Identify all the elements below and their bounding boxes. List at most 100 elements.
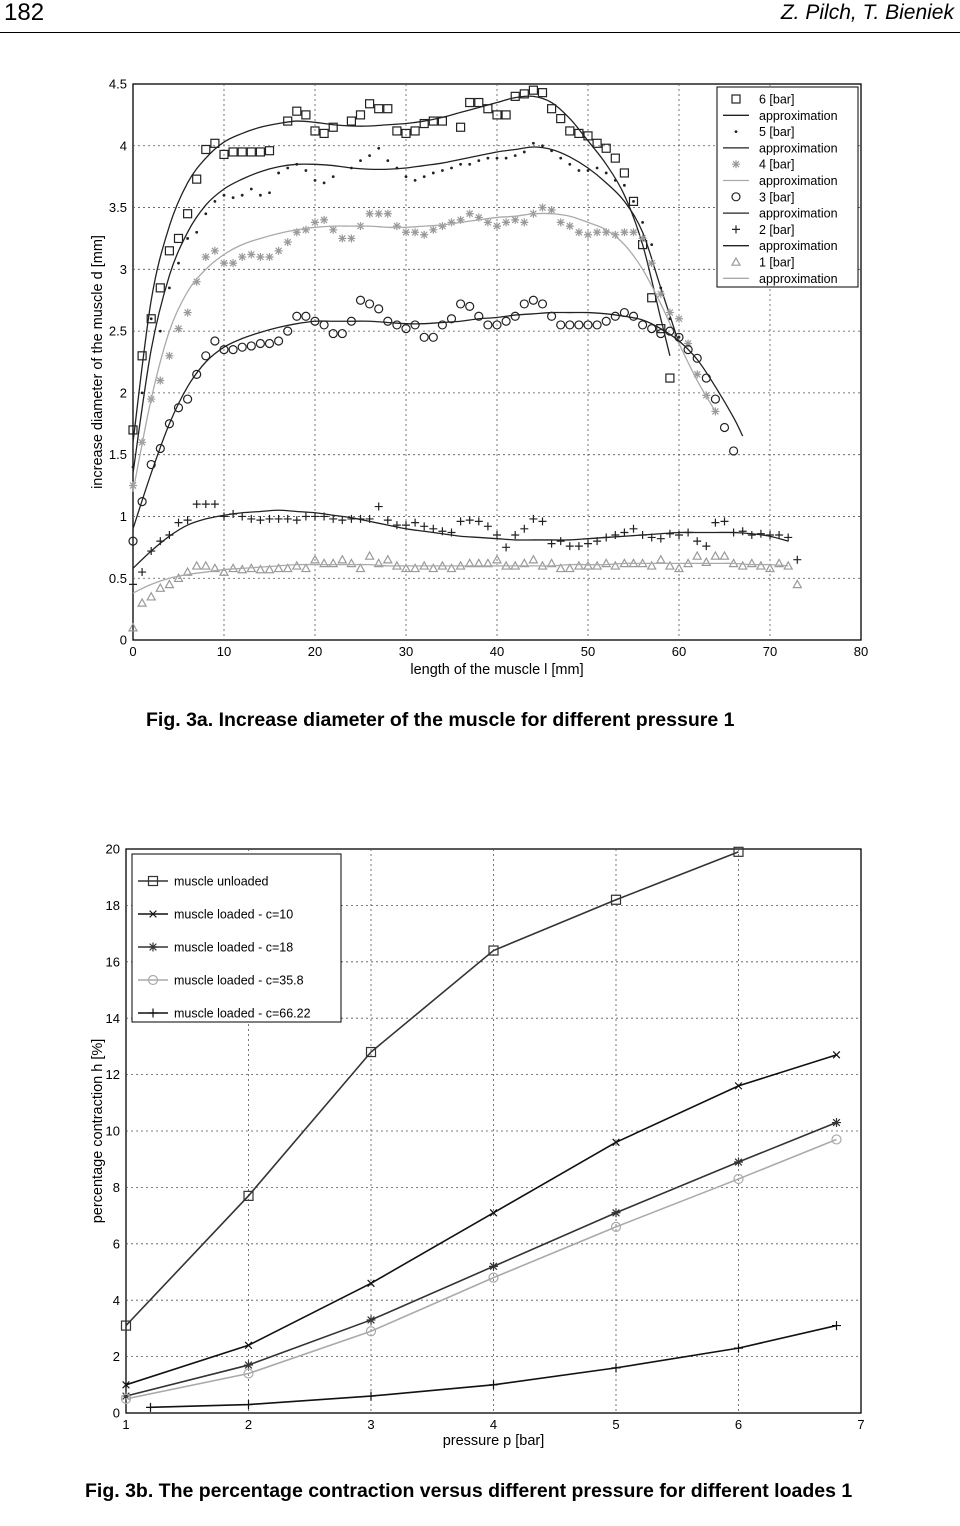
data-point-shape (255, 338, 265, 349)
data-point-shape (441, 169, 444, 172)
data-point (164, 579, 175, 589)
data-point (483, 522, 492, 531)
data-point (428, 563, 439, 573)
data-point-shape (556, 320, 566, 330)
data-point-shape (692, 550, 703, 560)
data-point (155, 443, 165, 454)
data-point-shape (155, 283, 165, 293)
data-point (383, 516, 392, 525)
data-point-shape (647, 259, 656, 268)
y-tick-label: 4 (120, 138, 127, 153)
data-point (483, 320, 493, 330)
x-tick-label: 80 (854, 644, 868, 659)
figure-3b-caption: Fig. 3b. The percentage contraction vers… (85, 1480, 853, 1502)
data-point (538, 517, 547, 526)
data-point (684, 339, 693, 348)
data-point-shape (219, 149, 229, 160)
data-point-shape (265, 514, 274, 523)
data-point (146, 314, 156, 324)
data-point-shape (274, 514, 283, 523)
data-point-shape (541, 144, 544, 148)
data-point (584, 230, 592, 239)
legend-marker-shape (149, 910, 157, 918)
data-point-shape (474, 517, 483, 526)
data-point-shape (411, 518, 420, 527)
data-point (149, 317, 153, 321)
data-point-shape (146, 314, 156, 324)
data-point (292, 516, 301, 525)
data-point-shape (574, 228, 583, 237)
data-point-shape (792, 579, 803, 589)
data-point (764, 563, 776, 573)
data-point (737, 560, 748, 570)
data-point-shape (210, 246, 219, 255)
data-point-shape (832, 1051, 841, 1059)
data-point (701, 556, 712, 566)
data-point-shape (359, 159, 362, 163)
data-point (122, 1381, 130, 1389)
data-point-shape (346, 116, 356, 126)
data-point-shape (310, 126, 320, 136)
data-point (629, 524, 638, 533)
data-point (182, 566, 193, 576)
legend-marker-shape (730, 256, 742, 266)
data-point-shape (734, 1082, 743, 1090)
data-point (120, 1393, 132, 1405)
y-tick-label: 2.5 (109, 324, 127, 339)
data-point-shape (243, 1368, 254, 1379)
figure-3a-chart: 0 10 20 30 40 50 60 70 80 0 0.5 1 1.5 2 2.5 3 3.5 4 4.5 len… (90, 77, 868, 678)
data-point-shape (146, 1402, 155, 1412)
data-point (410, 563, 421, 573)
data-point (373, 558, 384, 568)
legend: muscle unloaded muscle loaded - c=10 muscl… (131, 853, 342, 1023)
data-point (710, 394, 721, 404)
data-point-shape (146, 459, 156, 470)
y-tick-label: 2 (120, 385, 127, 400)
data-point-shape (137, 497, 147, 507)
data-point (673, 563, 685, 573)
data-point (401, 128, 411, 139)
data-point (592, 320, 602, 330)
data-point (464, 558, 475, 568)
data-point (556, 218, 565, 227)
data-point (504, 156, 508, 160)
data-point-shape (486, 156, 490, 160)
data-point (692, 550, 703, 560)
data-point-shape (365, 99, 375, 109)
data-point (173, 572, 184, 583)
data-point (538, 203, 547, 212)
data-point-shape (629, 228, 638, 237)
data-point-shape (755, 560, 766, 570)
data-point (483, 218, 492, 227)
data-point-shape (584, 539, 592, 548)
data-point-shape (183, 516, 192, 525)
data-point (237, 147, 247, 157)
data-point (541, 144, 544, 148)
legend: 6 [bar] approximation 5 [bar] approximation… (716, 86, 859, 288)
y-tick-label: 1.5 (109, 447, 127, 462)
data-point (511, 215, 520, 224)
data-point-shape (488, 1272, 499, 1283)
legend-entry-label: approximation (759, 272, 838, 286)
data-point (584, 539, 592, 548)
x-tick-label: 60 (672, 644, 686, 659)
data-point (546, 104, 557, 114)
data-point-shape (249, 187, 253, 191)
data-point-shape (228, 345, 238, 355)
data-point-shape (547, 206, 556, 215)
data-point (832, 1051, 841, 1059)
data-point-shape (428, 116, 438, 126)
series-line (125, 1138, 837, 1400)
data-point (728, 446, 739, 456)
data-point (392, 126, 402, 136)
data-point (755, 560, 766, 570)
data-point-shape (483, 218, 492, 227)
data-point (322, 181, 326, 185)
data-point (401, 324, 411, 334)
data-point-shape (374, 502, 383, 511)
data-point (120, 1320, 132, 1331)
data-point (573, 560, 584, 570)
data-point-shape (504, 156, 508, 160)
data-point-shape (556, 537, 565, 546)
data-point (301, 225, 310, 234)
